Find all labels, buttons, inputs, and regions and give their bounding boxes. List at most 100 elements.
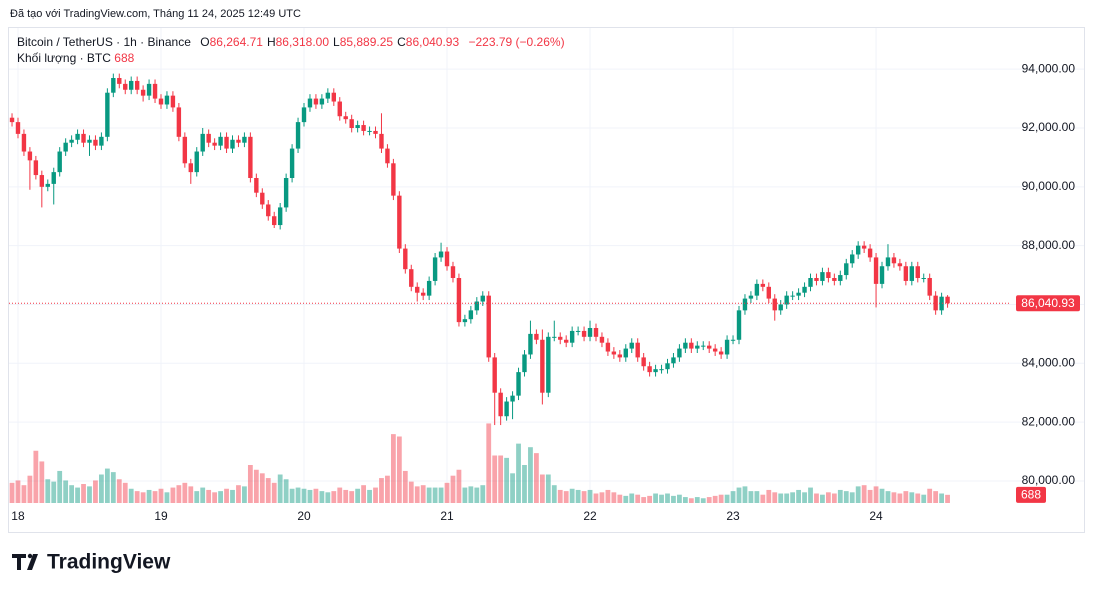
volume-bar <box>516 443 521 503</box>
candle-body <box>450 266 456 278</box>
volume-bar <box>57 470 63 503</box>
candle-body <box>945 296 950 304</box>
candle-body <box>903 266 909 281</box>
volume-bar <box>933 491 939 503</box>
volume-bar <box>772 492 778 503</box>
volume-bar <box>802 492 807 503</box>
candle-body <box>665 363 670 370</box>
volume-bar <box>9 482 15 503</box>
volume-bar <box>93 480 98 503</box>
volume-label: 688 <box>1021 488 1041 502</box>
volume-bar <box>611 492 617 503</box>
volume-bar <box>224 488 229 503</box>
attribution: Đã tạo với TradingView.com, Tháng 11 24,… <box>10 8 301 20</box>
candle-body <box>510 395 515 402</box>
volume-bar <box>712 495 718 503</box>
candle-body <box>802 286 807 293</box>
candle-body <box>885 257 891 267</box>
candle-body <box>361 125 366 131</box>
candle-body <box>575 330 581 332</box>
volume-bar <box>134 491 140 503</box>
candle-body <box>617 354 623 358</box>
candle-body <box>891 257 897 264</box>
volume-bar <box>27 475 33 503</box>
candle-body <box>307 98 313 108</box>
candle-body <box>182 136 188 164</box>
candle-body <box>867 248 873 258</box>
volume-bar <box>45 479 51 503</box>
candle-body <box>152 83 158 99</box>
candle-body <box>349 119 354 128</box>
volume-bar <box>301 488 307 503</box>
y-tick-label: 90,000.00 <box>1022 179 1076 193</box>
ohlc-value: 86,040.93 <box>405 35 460 49</box>
candle-body <box>897 263 903 267</box>
volume-bar <box>480 485 486 503</box>
volume-value: 688 <box>114 51 135 65</box>
volume-bar <box>706 497 712 503</box>
volume-bar <box>867 489 873 503</box>
volume-legend: Khối lượng · BTC 688 <box>17 50 565 66</box>
change: −223.79 (−0.26%) <box>468 35 565 49</box>
candle-body <box>724 339 730 355</box>
volume-bar <box>385 475 390 503</box>
candle-body <box>498 392 503 417</box>
volume-bar <box>528 447 533 503</box>
volume-bar <box>539 474 545 503</box>
volume-bar <box>492 455 498 503</box>
x-tick-label: 18 <box>11 509 25 523</box>
candle-body <box>248 136 253 178</box>
legend: Bitcoin / TetherUS · 1h · Binance O86,26… <box>17 34 565 66</box>
candle-body <box>230 139 235 149</box>
candle-body <box>415 286 420 293</box>
candle-body <box>522 354 527 373</box>
candle-body <box>277 207 283 226</box>
volume-bar <box>128 488 134 503</box>
volume-bar <box>891 492 897 503</box>
chart-frame <box>8 27 1085 533</box>
ohlc-value: 86,318.00 <box>275 35 330 49</box>
candle-body <box>838 275 843 281</box>
volume-bar <box>15 480 21 503</box>
candle-body <box>266 204 271 217</box>
volume-bar <box>617 494 623 503</box>
volume-bar <box>110 472 116 503</box>
volume-bar <box>748 491 754 503</box>
candle-body <box>873 257 879 284</box>
volume-bar <box>825 492 831 503</box>
volume-bar <box>319 491 325 503</box>
candle-body <box>444 251 450 267</box>
volume-bar <box>605 489 611 503</box>
volume-bar <box>426 487 432 503</box>
candle-body <box>272 216 277 226</box>
volume-bar <box>176 485 182 503</box>
volume-bar <box>152 491 158 503</box>
volume-bar <box>170 487 176 503</box>
candle-body <box>659 369 664 371</box>
candle-body <box>236 139 241 143</box>
y-tick-label: 88,000.00 <box>1022 238 1076 252</box>
volume-bar <box>63 480 69 503</box>
candle-body <box>367 130 372 132</box>
candle-body <box>635 342 640 358</box>
grid <box>9 28 1084 503</box>
candle-body <box>492 357 497 393</box>
volume-bar <box>414 486 420 503</box>
volume-bar <box>230 489 235 503</box>
candle-body <box>188 163 193 173</box>
volume-bar <box>200 487 206 503</box>
candle-body <box>790 295 795 297</box>
candle-body <box>99 136 104 146</box>
candle-body <box>546 336 551 393</box>
candle-body <box>844 263 849 276</box>
volume-bar <box>784 493 790 503</box>
volume-bar <box>873 486 879 503</box>
candle-body <box>260 192 265 205</box>
volume-bar <box>253 469 259 503</box>
volume-bar <box>444 482 450 503</box>
candle-body <box>754 283 760 296</box>
volume-bar <box>700 498 706 503</box>
volume-bar <box>236 485 241 503</box>
candle-body <box>474 301 480 311</box>
volume-bar <box>557 489 563 503</box>
